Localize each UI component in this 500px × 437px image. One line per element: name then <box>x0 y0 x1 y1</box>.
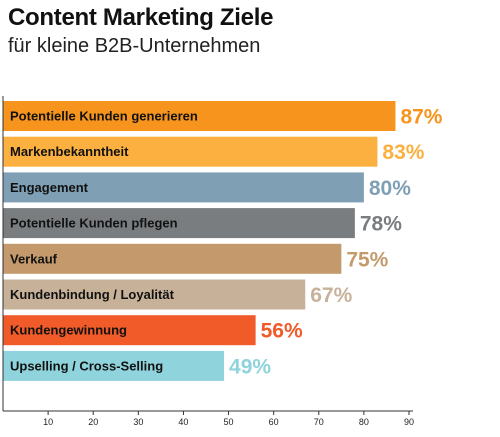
bar-value-label: 78% <box>360 213 402 236</box>
x-tick-label: 60 <box>269 417 279 427</box>
chart-subtitle: für kleine B2B-Unternehmen <box>8 35 261 57</box>
bar-category-label: Potentielle Kunden generieren <box>10 109 198 124</box>
bar <box>3 136 378 167</box>
x-tick-label: 10 <box>43 417 53 427</box>
x-tick-label: 90 <box>404 417 414 427</box>
bar-category-label: Kundenbindung / Loyalität <box>10 287 175 302</box>
bar-category-label: Markenbekanntheit <box>10 144 129 159</box>
bar-value-label: 87% <box>400 106 442 129</box>
x-tick-label: 80 <box>359 417 369 427</box>
bar-value-label: 80% <box>369 177 411 200</box>
x-tick-label: 70 <box>314 417 324 427</box>
bar <box>3 208 355 239</box>
chart-title: Content Marketing Ziele <box>8 4 274 31</box>
bar <box>3 350 225 381</box>
bar-value-label: 83% <box>382 141 424 164</box>
x-tick-label: 20 <box>88 417 98 427</box>
bar <box>3 243 342 274</box>
x-tick-label: 30 <box>133 417 143 427</box>
bar-value-label: 49% <box>229 355 271 378</box>
bar <box>3 315 256 346</box>
bar-category-label: Potentielle Kunden pflegen <box>10 216 178 231</box>
bar-category-label: Upselling / Cross-Selling <box>10 358 163 373</box>
bar <box>3 101 396 131</box>
bar-category-label: Engagement <box>10 180 89 195</box>
bar-value-label: 56% <box>261 320 303 343</box>
bar-category-label: Kundengewinnung <box>10 323 127 338</box>
bar-category-label: Verkauf <box>10 251 58 266</box>
x-tick-label: 50 <box>224 417 234 427</box>
bar-value-label: 75% <box>346 248 388 271</box>
bar <box>3 172 364 203</box>
x-tick-label: 40 <box>178 417 188 427</box>
bar <box>3 279 306 310</box>
bar-value-label: 67% <box>310 284 352 307</box>
